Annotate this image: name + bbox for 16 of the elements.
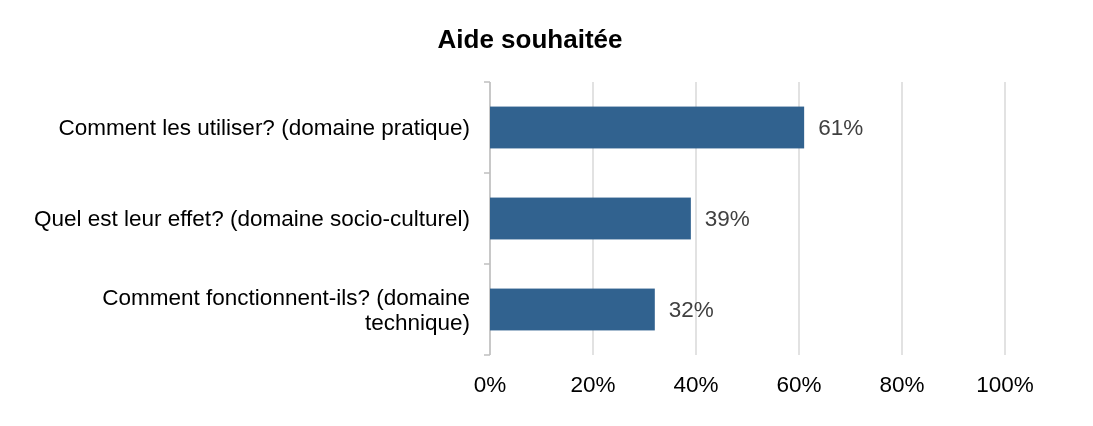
chart-title: Aide souhaitée [437,24,623,54]
x-tick-label: 60% [776,372,822,397]
bar [490,106,805,149]
x-tick-label: 20% [570,372,616,397]
data-label: 61% [818,115,864,141]
y-tick-label: Comment les utiliser? (domaine pratique) [58,115,470,141]
bar [490,197,691,240]
x-tick-label: 0% [473,372,507,397]
x-tick-label: 80% [879,372,925,397]
data-label: 32% [668,297,714,323]
data-label: 39% [704,206,750,232]
y-tick-label: Quel est leur effet? (domaine socio-culturel) [33,206,470,232]
y-tick-label: Comment fonctionnent-ils? (domaine technique) [102,284,470,335]
x-tick-label: 40% [673,372,719,397]
bar [490,288,655,331]
x-tick-label: 100% [976,372,1034,397]
